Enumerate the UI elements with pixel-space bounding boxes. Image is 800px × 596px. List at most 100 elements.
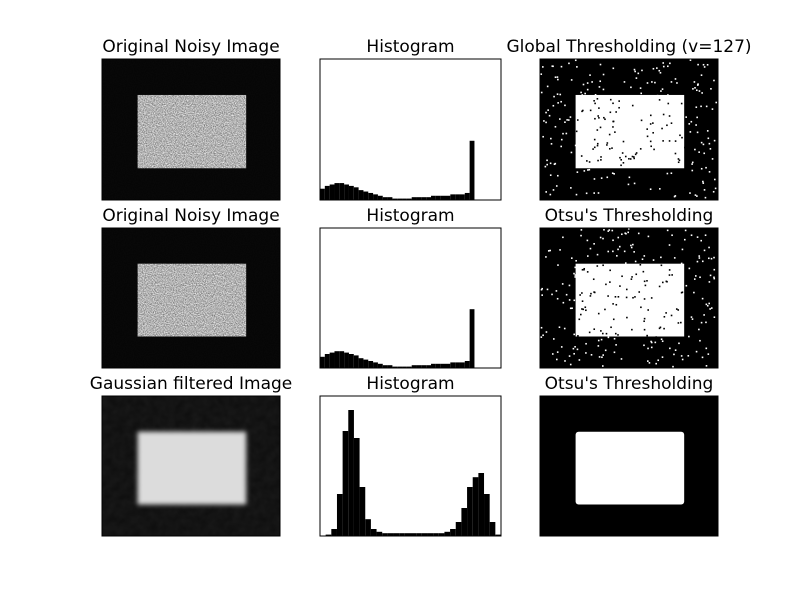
noise-dot (700, 167, 703, 170)
noise-dot (543, 120, 545, 122)
noise-dot (685, 116, 687, 118)
noise-dot (656, 94, 659, 97)
histogram-bar (397, 366, 403, 368)
noise-dot (698, 257, 701, 259)
noise-dot (599, 236, 602, 239)
histogram-bar (427, 533, 434, 536)
noise-dot (607, 295, 609, 297)
noise-dot (670, 172, 673, 175)
image (540, 228, 718, 368)
noise-dot (601, 356, 603, 359)
noise-dot (578, 359, 581, 361)
noise-dot (713, 276, 715, 279)
noise-dot (639, 263, 642, 266)
noise-dot (567, 119, 570, 121)
noise-dot (582, 308, 585, 311)
noise-dot (649, 123, 652, 125)
noise-dot (700, 321, 703, 324)
histogram-bar (331, 529, 337, 536)
histogram-bar (455, 194, 460, 200)
noise-dot (564, 121, 566, 123)
histogram-bar (320, 188, 325, 200)
noise-dot (681, 248, 684, 251)
noise-dot (573, 333, 576, 336)
noise-dot (672, 365, 674, 368)
noise-dot (689, 59, 692, 61)
noise-dot (619, 285, 621, 287)
noise-dot (706, 304, 709, 307)
noise-dot (659, 71, 662, 74)
noise-dot (603, 228, 605, 231)
noise-dot (655, 336, 658, 338)
noise-dot (700, 239, 702, 242)
histogram-bar (435, 195, 441, 200)
noise-dot (679, 134, 681, 137)
image (540, 59, 718, 200)
noise-dot (569, 116, 572, 118)
noise-dot (618, 100, 620, 102)
noise-dot (660, 338, 663, 341)
noise-dot (548, 114, 551, 117)
noise-dot (713, 277, 716, 280)
noise-dot (580, 91, 582, 94)
noise-dot (559, 249, 561, 251)
noise-dot (690, 120, 693, 123)
noise-dot (691, 318, 694, 320)
noise-dot (616, 255, 618, 257)
noise-dot (708, 171, 711, 173)
noise-dot (666, 124, 668, 127)
noise-dot (585, 352, 587, 354)
noise-dot (560, 138, 563, 141)
noise-dot (697, 84, 699, 86)
noise-dot (662, 65, 665, 68)
noise-dot (650, 341, 653, 344)
subplot-title: Otsu's Thresholding (545, 374, 714, 394)
noise-dot (562, 236, 564, 239)
noise-dot (601, 332, 604, 335)
noise-dot (547, 250, 550, 252)
histogram-bar (334, 351, 340, 368)
noise-dot (546, 163, 548, 166)
noise-dot (655, 362, 657, 365)
noise-dot (649, 188, 652, 191)
noise-dot (702, 182, 705, 184)
noise-dot (618, 245, 621, 248)
noise-dot (690, 316, 693, 318)
noise-dot (642, 270, 645, 273)
noise-dot (646, 82, 649, 84)
histogram-bar (438, 533, 445, 536)
noise-dot (545, 256, 547, 258)
noise-dot (630, 244, 632, 247)
noise-dot (557, 174, 559, 177)
histogram-bar (392, 366, 398, 368)
noise-dot (575, 130, 578, 133)
noise-dot (542, 66, 544, 68)
noise-dot (545, 121, 547, 124)
noise-dot (652, 67, 655, 70)
noise-dot (612, 67, 615, 70)
noise-dot (708, 142, 711, 145)
noise-dot (581, 94, 584, 96)
histogram-bar (416, 533, 422, 536)
noise-dot (542, 334, 544, 337)
noise-dot (586, 82, 589, 84)
noise-dot (589, 247, 592, 250)
noise-dot (611, 172, 614, 175)
noise-dot (631, 155, 634, 158)
noise-dot (657, 359, 660, 362)
histogram-bar (484, 494, 490, 536)
image (102, 228, 280, 368)
histogram-bar (325, 534, 332, 536)
histogram-bar (320, 356, 325, 368)
histogram-bar (377, 363, 383, 368)
noise-dot (715, 101, 718, 104)
noise-dot (706, 130, 709, 132)
noise-dot (606, 142, 609, 144)
noise-dot (541, 287, 543, 290)
noise-dot (613, 351, 616, 354)
noise-dot (708, 302, 710, 305)
noise-dot (674, 349, 677, 351)
noise-dot (597, 339, 600, 342)
noise-dot (641, 69, 643, 72)
noise-dot (713, 139, 716, 142)
